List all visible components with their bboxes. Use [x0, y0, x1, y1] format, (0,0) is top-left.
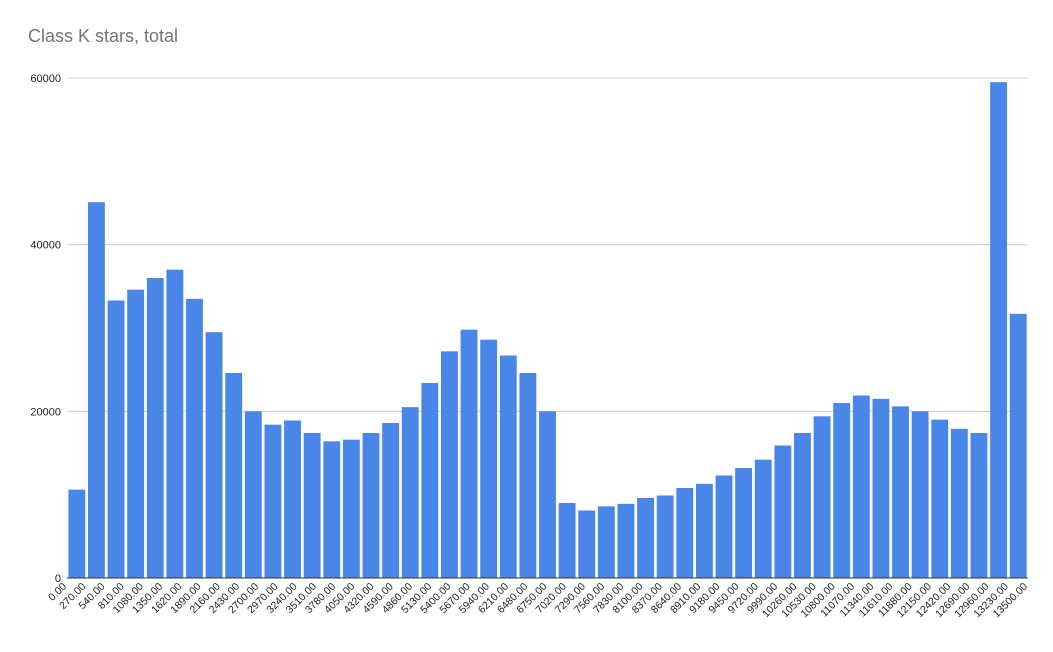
y-tick-label: 40000 — [30, 240, 61, 252]
bar — [813, 416, 831, 578]
bar — [146, 278, 164, 578]
y-tick-label: 60000 — [30, 73, 61, 85]
bar — [205, 332, 223, 578]
bar — [656, 495, 674, 578]
bar — [401, 407, 419, 578]
bar — [244, 411, 262, 578]
bar — [597, 506, 615, 578]
bar — [264, 424, 282, 578]
bar — [970, 433, 988, 578]
bar — [872, 398, 890, 578]
bar — [480, 339, 498, 578]
bar — [342, 439, 360, 578]
bar — [676, 488, 694, 578]
bar — [617, 503, 635, 578]
chart-title: Class K stars, total — [28, 26, 179, 46]
bars — [68, 82, 1027, 579]
bar — [127, 289, 145, 578]
bar — [362, 433, 380, 578]
bar — [931, 419, 949, 578]
bar — [382, 423, 400, 578]
bar — [186, 298, 203, 578]
bar — [421, 383, 439, 578]
bar — [558, 503, 576, 578]
bar — [1009, 313, 1027, 578]
bar — [774, 445, 792, 578]
bar — [225, 373, 243, 578]
bar — [950, 428, 968, 578]
bar — [715, 475, 733, 578]
bar — [852, 395, 870, 578]
bar — [990, 82, 1008, 579]
y-tick-label: 20000 — [30, 406, 61, 418]
bar — [578, 510, 596, 578]
bar — [87, 202, 105, 578]
bar — [303, 433, 321, 578]
bar — [166, 269, 184, 578]
bar — [284, 420, 301, 578]
bar — [892, 406, 909, 578]
bar — [539, 411, 556, 578]
bar — [68, 489, 86, 578]
bar — [323, 441, 341, 578]
y-tick-label: 0 — [55, 573, 61, 585]
bar — [107, 300, 125, 578]
x-axis-ticks: 0.00270.00540.00810.001080.001350.001620… — [46, 581, 1030, 621]
bar — [754, 459, 772, 578]
bar — [499, 355, 517, 578]
bar — [460, 329, 478, 578]
bar — [637, 498, 654, 578]
bar — [833, 403, 851, 578]
bar — [911, 411, 929, 578]
bar — [735, 468, 753, 578]
bar — [519, 373, 537, 578]
bar — [794, 433, 811, 578]
y-axis-ticks: 0 20000 40000 60000 — [30, 73, 61, 585]
bar — [441, 351, 458, 578]
bar — [695, 483, 713, 578]
